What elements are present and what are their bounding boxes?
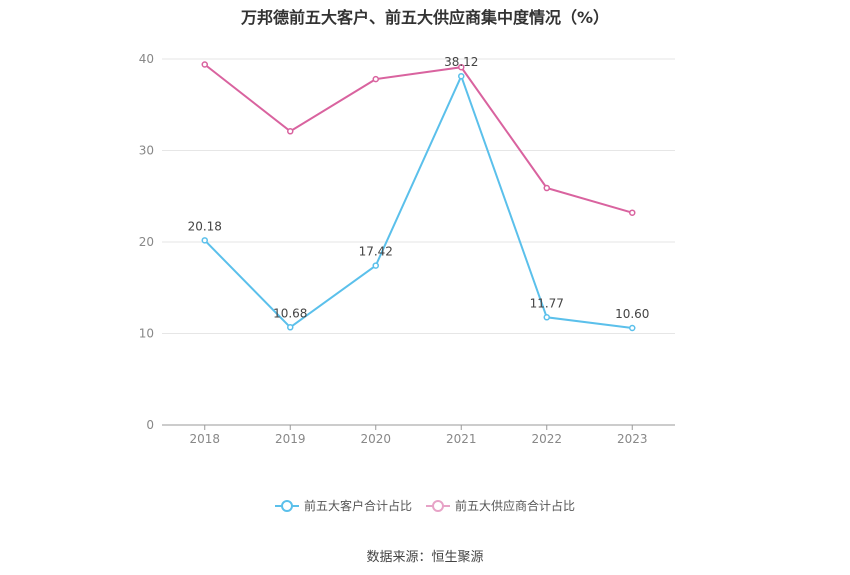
x-tick-label: 2019: [275, 432, 306, 446]
data-point-customers: [287, 324, 294, 331]
data-source: 数据来源：恒生聚源: [366, 550, 484, 565]
legend: 前五大客户合计占比 前五大供应商合计占比: [0, 497, 850, 514]
data-label: 11.77: [530, 296, 564, 310]
y-tick-label: 10: [139, 327, 154, 341]
data-point-customers: [201, 237, 208, 244]
x-tick-label: 2020: [360, 432, 391, 446]
data-point-customers: [458, 72, 465, 80]
data-point-suppliers: [372, 75, 379, 83]
legend-item-customers[interactable]: 前五大客户合计占比: [274, 497, 412, 514]
data-point-suppliers: [629, 209, 636, 216]
series-line-suppliers: [204, 63, 633, 214]
legend-label-suppliers: 前五大供应商合计占比: [455, 499, 576, 513]
legend-label-customers: 前五大客户合计占比: [303, 499, 412, 513]
series-line-customers: [204, 73, 633, 330]
legend-marker-customers: [274, 499, 299, 512]
data-point-customers: [629, 324, 636, 332]
data-label: 20.18: [188, 219, 222, 233]
data-point-customers: [372, 262, 379, 269]
x-tick-label: 2023: [617, 432, 648, 446]
data-point-suppliers: [458, 63, 465, 71]
data-label: 38.12: [444, 55, 478, 69]
x-tick-label: 2022: [531, 432, 562, 446]
chart-title: 万邦德前五大客户、前五大供应商集中度情况（%）: [240, 8, 610, 27]
data-point-suppliers: [287, 128, 294, 135]
legend-marker-suppliers: [426, 499, 450, 512]
data-label: 10.68: [273, 306, 307, 320]
data-point-suppliers: [201, 61, 208, 68]
x-tick-label: 2018: [189, 432, 220, 446]
y-tick-label: 0: [146, 418, 154, 432]
legend-item-suppliers[interactable]: 前五大供应商合计占比: [426, 497, 575, 514]
data-point-customers: [543, 314, 550, 321]
y-tick-label: 30: [139, 144, 154, 158]
y-tick-label: 40: [139, 52, 154, 66]
x-tick-label: 2021: [446, 432, 477, 446]
data-point-suppliers: [543, 184, 550, 192]
y-tick-label: 20: [139, 235, 154, 249]
data-label: 17.42: [359, 245, 393, 259]
data-label: 10.60: [615, 307, 649, 321]
